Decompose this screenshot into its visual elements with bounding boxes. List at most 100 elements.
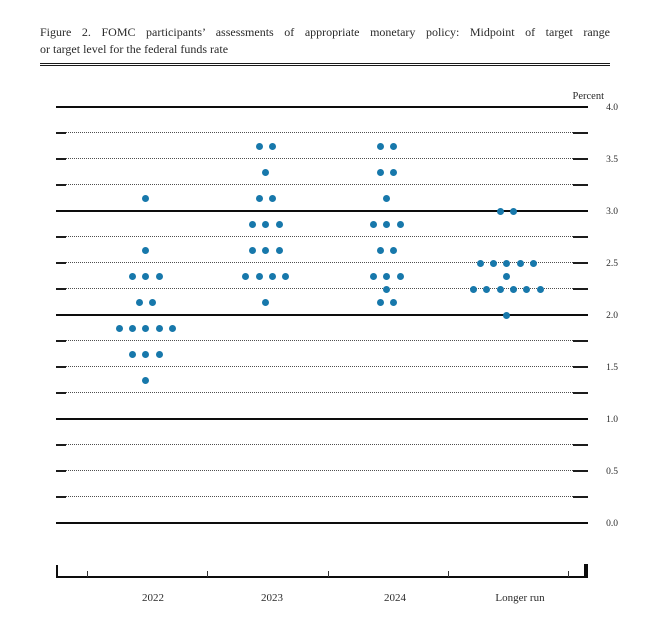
projection-dot-2022-1.625: [155, 350, 163, 358]
gridline-solid-4.00: [56, 106, 588, 108]
gridline-dotted-3.500: [66, 158, 573, 160]
projection-dot-longer-run-2.25: [483, 285, 491, 293]
projection-dot-2024-2.25: [383, 285, 391, 293]
gridline-dotted-1.500: [66, 366, 573, 368]
y-axis-title: Percent: [572, 91, 605, 102]
projection-dot-2023-3.375: [262, 168, 270, 176]
projection-dot-2024-2.625: [389, 246, 397, 254]
projection-dot-longer-run-2.25: [523, 285, 531, 293]
projection-dot-2023-2.875: [249, 220, 256, 228]
x-axis-label-longer-run: Longer run: [495, 592, 545, 604]
gridline-dotted-2.500: [66, 262, 573, 264]
projection-dot-2024-2.875: [369, 220, 377, 228]
projection-dot-longer-run-2.375: [503, 272, 511, 280]
gridline-dotted-1.750: [66, 340, 573, 342]
gridline-right-cap-1.750: [573, 340, 588, 342]
projection-dot-longer-run-2.5: [516, 259, 524, 267]
y-axis-label-3.5: 3.5: [606, 155, 618, 165]
projection-dot-longer-run-3: [510, 207, 518, 215]
projection-dot-2022-1.875: [128, 324, 136, 332]
projection-dot-2022-2.125: [135, 298, 143, 306]
x-axis-label-2023: 2023: [261, 592, 283, 604]
projection-dot-2023-2.375: [268, 272, 276, 280]
gridline-right-cap-0.750: [573, 444, 588, 446]
projection-dot-2022-1.625: [142, 350, 150, 358]
projection-dot-2023-2.125: [262, 298, 270, 306]
gridline-solid-2.00: [56, 314, 588, 316]
projection-dot-2022-2.375: [142, 272, 150, 280]
gridline-right-cap-2.750: [573, 236, 588, 238]
gridline-dotted-1.250: [66, 392, 573, 394]
projection-dot-2024-3.625: [376, 142, 384, 150]
gridline-left-cap-0.250: [56, 496, 66, 498]
gridline-left-cap-3.250: [56, 184, 66, 186]
x-axis-left-endcap: [56, 565, 58, 577]
x-axis-tick-2: [327, 570, 329, 577]
figure-title-line-1: Figure 2. FOMC participants’ assessments…: [40, 25, 610, 39]
gridline-left-cap-1.750: [56, 340, 66, 342]
y-axis-label-0.5: 0.5: [606, 467, 618, 477]
x-axis-label-2022: 2022: [142, 592, 164, 604]
projection-dot-2024-2.875: [383, 220, 391, 228]
gridline-left-cap-0.750: [56, 444, 66, 446]
x-axis-tick-4: [567, 570, 569, 577]
projection-dot-2023-2.625: [275, 246, 283, 254]
projection-dot-2024-2.375: [369, 272, 377, 280]
gridline-dotted-3.250: [66, 184, 573, 186]
projection-dot-longer-run-2.5: [476, 259, 484, 267]
figure-title-line-2: or target level for the federal funds ra…: [40, 41, 229, 56]
gridline-right-cap-3.750: [573, 132, 588, 134]
gridline-right-cap-3.250: [573, 184, 588, 186]
x-axis-line: [56, 576, 588, 578]
projection-dot-2023-2.375: [242, 272, 250, 280]
projection-dot-2023-3.625: [255, 142, 263, 150]
projection-dot-2024-3.125: [383, 194, 391, 202]
gridline-right-cap-3.500: [573, 158, 588, 160]
projection-dot-2022-1.875: [168, 324, 176, 332]
projection-dot-2022-1.375: [142, 376, 150, 384]
projection-dot-2022-3.125: [142, 194, 150, 202]
gridline-solid-1.00: [56, 418, 588, 420]
gridline-left-cap-0.500: [56, 470, 66, 472]
y-axis-label-2.0: 2.0: [606, 311, 618, 321]
gridline-right-cap-2.250: [573, 288, 588, 290]
gridline-right-cap-1.250: [573, 392, 588, 394]
y-axis-label-0.0: 0.0: [606, 519, 618, 529]
gridline-left-cap-1.500: [56, 366, 66, 368]
x-axis-right-endcap: [584, 564, 588, 578]
projection-dot-2022-2.375: [128, 272, 136, 280]
projection-dot-2022-1.875: [115, 324, 123, 332]
projection-dot-2022-2.625: [142, 246, 150, 254]
gridline-left-cap-1.250: [56, 392, 66, 394]
gridline-left-cap-2.500: [56, 262, 66, 264]
gridline-left-cap-3.750: [56, 132, 66, 134]
y-axis-label-4.0: 4.0: [606, 103, 618, 113]
x-axis-tick-1: [206, 570, 208, 577]
projection-dot-longer-run-2.25: [496, 285, 504, 293]
projection-dot-2022-1.875: [155, 324, 163, 332]
x-axis-tick-3: [447, 570, 449, 577]
y-axis-label-1.0: 1.0: [606, 415, 618, 425]
projection-dot-2023-2.625: [249, 246, 256, 254]
gridline-dotted-2.250: [66, 288, 573, 290]
projection-dot-2023-2.625: [262, 246, 270, 254]
projection-dot-2023-3.125: [268, 194, 276, 202]
title-double-rule: [40, 63, 610, 66]
projection-dot-2023-3.125: [255, 194, 263, 202]
projection-dot-2024-2.625: [376, 246, 384, 254]
projection-dot-2023-2.375: [282, 272, 290, 280]
x-axis-label-2024: 2024: [384, 592, 406, 604]
projection-dot-2024-3.375: [376, 168, 384, 176]
projection-dot-2023-2.875: [275, 220, 283, 228]
gridline-solid-0.00: [56, 522, 588, 524]
projection-dot-2022-2.125: [148, 298, 156, 306]
y-axis-label-1.5: 1.5: [606, 363, 618, 373]
y-axis-label-3.0: 3.0: [606, 207, 618, 217]
projection-dot-2024-2.125: [389, 298, 397, 306]
projection-dot-2022-1.625: [128, 350, 136, 358]
projection-dot-2024-3.625: [389, 142, 397, 150]
gridline-right-cap-1.500: [573, 366, 588, 368]
projection-dot-2024-2.125: [376, 298, 384, 306]
projection-dot-longer-run-2.25: [510, 285, 518, 293]
